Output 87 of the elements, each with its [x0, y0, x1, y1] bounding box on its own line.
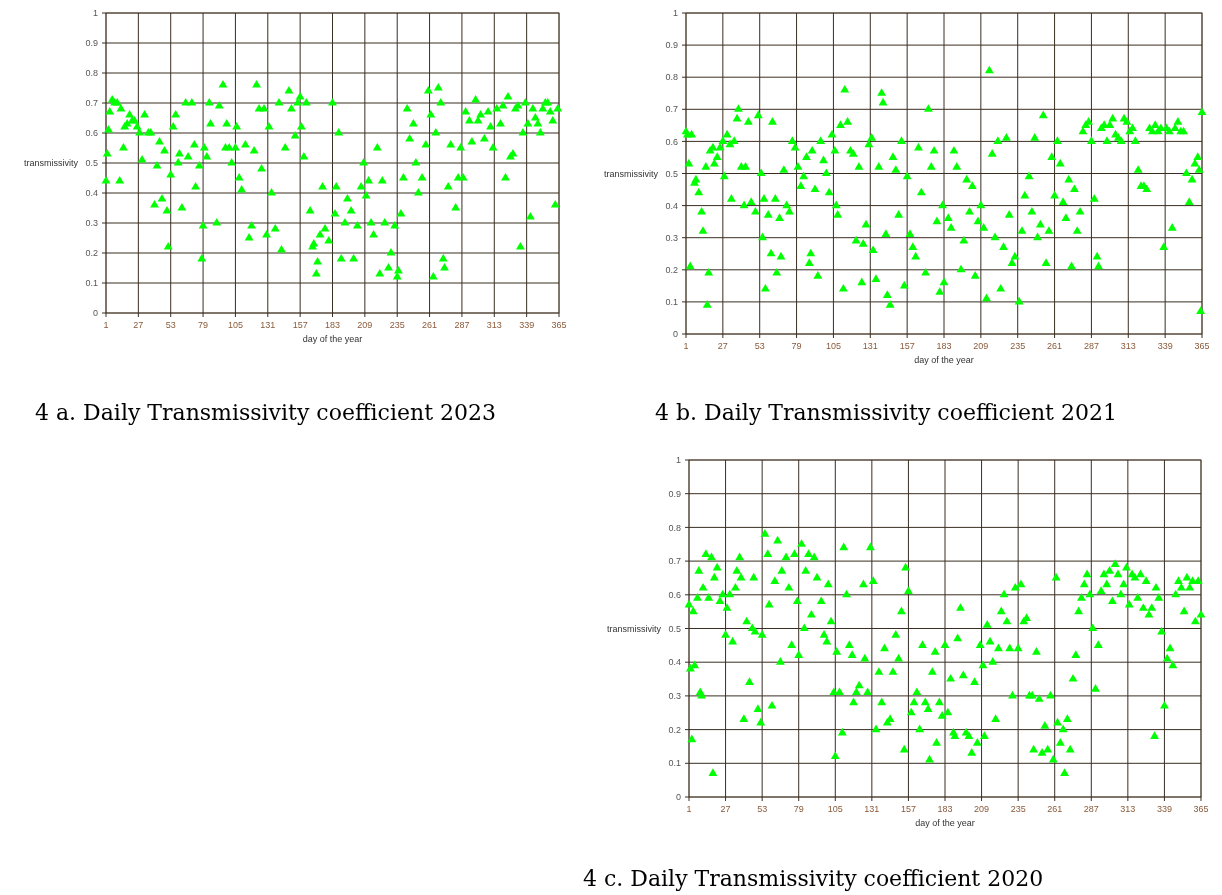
y-tick-label: 0.6 — [85, 128, 98, 139]
x-tick-label: 287 — [1083, 804, 1099, 814]
x-tick-label: 313 — [1120, 804, 1136, 814]
x-tick-label: 365 — [551, 320, 567, 330]
y-tick-label: 0.7 — [665, 104, 678, 115]
y-tick-label: 0.8 — [668, 522, 681, 533]
x-tick-label: 235 — [1010, 804, 1026, 814]
x-tick-label: 27 — [717, 341, 728, 351]
x-tick-label: 53 — [165, 320, 176, 330]
y-tick-label: 0.4 — [665, 200, 678, 211]
x-tick-label: 131 — [864, 804, 880, 814]
y-tick-label: 0.3 — [665, 232, 678, 243]
y-tick-label: 1 — [675, 455, 681, 466]
x-tick-label: 27 — [720, 804, 731, 814]
x-tick-label: 261 — [422, 320, 438, 330]
x-tick-label: 1 — [103, 320, 109, 330]
text: 4 a. Daily Transmissivity coefficient 2023 — [35, 400, 496, 425]
y-tick-label: 0.5 — [665, 168, 678, 179]
y-tick-label: 0.2 — [665, 264, 678, 275]
x-tick-label: 365 — [1193, 804, 1209, 814]
x-tick-label: 131 — [862, 341, 878, 351]
x-tick-label: 157 — [900, 804, 916, 814]
text: 4 b. Daily Transmissivity coefficient 2021 — [655, 400, 1117, 425]
y-tick-label: 0.8 — [665, 72, 678, 83]
y-tick-label: 0.6 — [665, 136, 678, 147]
y-tick-label: 0.2 — [85, 248, 98, 259]
x-tick-label: 209 — [973, 341, 989, 351]
x-tick-label: 183 — [936, 341, 952, 351]
y-tick-label: 0.3 — [668, 691, 681, 702]
x-tick-label: 209 — [357, 320, 373, 330]
x-tick-label: 105 — [825, 341, 841, 351]
y-tick-label: 1 — [92, 8, 98, 19]
y-tick-label: 0.2 — [668, 724, 681, 735]
x-tick-label: 365 — [1194, 341, 1210, 351]
y-tick-label: 0.1 — [85, 278, 98, 289]
y-tick-label: 0.7 — [668, 556, 681, 567]
x-axis-title: day of the year — [914, 355, 974, 365]
y-tick-label: 0.9 — [665, 40, 678, 51]
y-tick-label: 0.4 — [85, 188, 98, 199]
x-tick-label: 339 — [1156, 804, 1172, 814]
x-tick-label: 53 — [754, 341, 765, 351]
text: 4 c. Daily Transmissivity coefficient 2020 — [583, 866, 1044, 891]
x-axis-title: day of the year — [915, 818, 975, 828]
x-tick-label: 339 — [519, 320, 535, 330]
x-tick-label: 261 — [1047, 804, 1063, 814]
x-tick-label: 131 — [260, 320, 276, 330]
y-axis-title: transmissivity — [606, 623, 662, 634]
x-tick-label: 105 — [827, 804, 843, 814]
x-tick-label: 79 — [793, 804, 804, 814]
y-tick-label: 0.3 — [85, 218, 98, 229]
y-axis-title: transmissivity — [603, 168, 659, 179]
x-tick-label: 1 — [686, 804, 692, 814]
x-tick-label: 157 — [292, 320, 308, 330]
y-tick-label: 0.1 — [665, 297, 678, 308]
x-tick-label: 235 — [1010, 341, 1026, 351]
x-tick-label: 339 — [1157, 341, 1173, 351]
x-tick-label: 209 — [974, 804, 990, 814]
x-tick-label: 79 — [791, 341, 802, 351]
x-axis-title: day of the year — [302, 334, 363, 344]
x-tick-label: 183 — [937, 804, 953, 814]
x-tick-label: 183 — [324, 320, 341, 330]
x-tick-label: 1 — [683, 341, 689, 351]
x-tick-label: 105 — [227, 320, 243, 330]
x-tick-label: 313 — [1120, 341, 1136, 351]
y-tick-label: 0 — [675, 792, 681, 803]
y-tick-label: 0.7 — [85, 98, 98, 109]
y-tick-label: 0 — [672, 329, 678, 340]
y-axis-title: transmissivity — [23, 158, 79, 169]
x-tick-label: 27 — [133, 320, 144, 330]
x-tick-label: 313 — [486, 320, 502, 330]
x-tick-label: 287 — [454, 320, 470, 330]
y-tick-label: 0.4 — [668, 657, 681, 668]
y-tick-label: 0.9 — [85, 38, 98, 49]
y-tick-label: 0.9 — [668, 488, 681, 499]
x-tick-label: 79 — [198, 320, 209, 330]
x-tick-label: 53 — [757, 804, 768, 814]
y-tick-label: 0 — [92, 308, 98, 319]
y-tick-label: 0.5 — [668, 623, 681, 634]
x-tick-label: 235 — [389, 320, 405, 330]
y-tick-label: 0.8 — [85, 68, 98, 79]
x-tick-label: 287 — [1083, 341, 1099, 351]
y-tick-label: 0.5 — [85, 158, 98, 169]
y-tick-label: 0.1 — [668, 758, 681, 769]
x-tick-label: 157 — [899, 341, 915, 351]
y-tick-label: 1 — [672, 8, 678, 19]
y-tick-label: 0.6 — [668, 589, 681, 600]
x-tick-label: 261 — [1047, 341, 1063, 351]
